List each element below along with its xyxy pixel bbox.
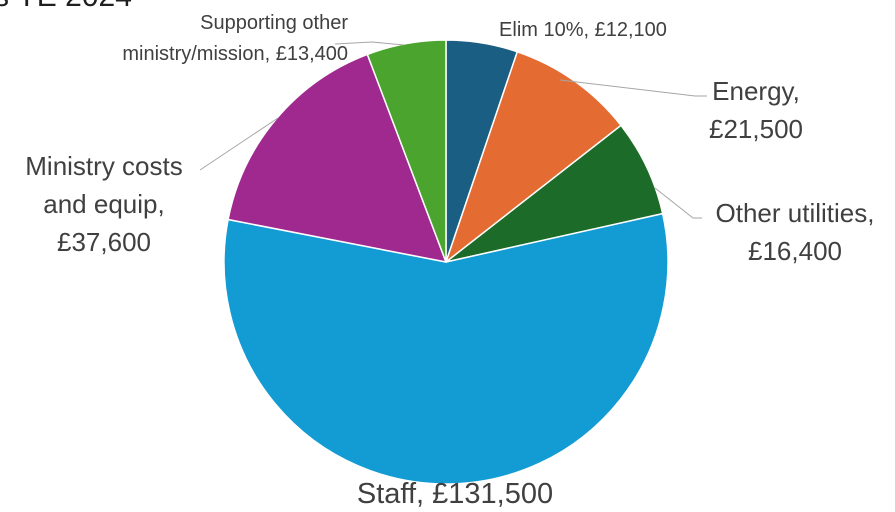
data-label-other-utilities: Other utilities, £16,400 [716,198,875,266]
data-label-ministry-line: £37,600 [57,227,151,257]
data-label-elim: Elim 10%, £12,100 [499,19,667,41]
data-label-ministry-line: Ministry costs [25,151,182,181]
slice-supporting-other [366,39,447,263]
leader-line-supporting [334,41,405,46]
data-label-staff: Staff, £131,500 [357,478,553,510]
data-label-ministry-line: and equip, [43,189,164,219]
data-label-elim-line: Elim 10%, £12,100 [499,19,667,41]
chart-title: s YE 2024 [0,0,132,14]
data-label-energy-line: Energy, [712,76,800,106]
leader-lines [199,41,707,219]
data-label-supporting: Supporting other ministry/mission, £13,40… [122,12,348,65]
leader-line-energy [559,79,707,97]
data-label-energy-line: £21,500 [709,114,803,144]
leader-line-other-utilities [654,187,702,219]
data-label-staff-line: Staff, £131,500 [357,478,553,510]
pie-slices [223,39,669,485]
data-label-supporting-line: Supporting other [200,12,348,34]
slice-staff [223,212,669,485]
data-labels: Elim 10%, £12,100 Energy, £21,500 Other uti… [25,12,874,510]
leader-line-ministry [199,117,279,171]
data-label-other-utilities-line: £16,400 [748,236,842,266]
data-label-supporting-line: ministry/mission, £13,400 [122,43,348,65]
data-label-energy: Energy, £21,500 [709,76,803,144]
data-label-other-utilities-line: Other utilities, [716,198,875,228]
data-label-ministry: Ministry costs and equip, £37,600 [25,151,182,257]
slice-energy [444,50,623,265]
